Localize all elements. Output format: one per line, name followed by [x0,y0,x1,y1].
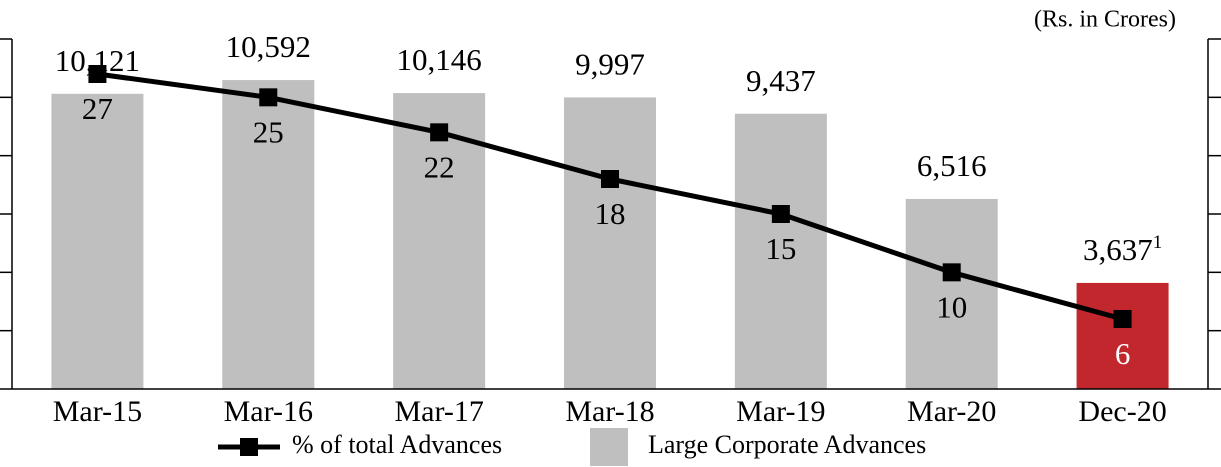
bar-value-text: 3,637 [1083,232,1153,267]
line-value-label: 15 [765,231,796,266]
bar [222,80,315,390]
unit-label: (Rs. in Crores) [1034,7,1176,33]
bar [564,97,656,389]
x-tick-label: Mar-16 [224,395,313,428]
bar-value-text: 10,146 [397,42,482,77]
line-value-label: 22 [424,149,455,184]
line-marker [430,123,449,142]
line-marker [601,170,619,188]
line-marker [1113,310,1132,328]
bar-value-text: 10,592 [226,29,311,64]
bar [51,93,144,389]
line-marker [771,205,790,223]
x-tick-label: Mar-15 [53,395,142,428]
bar [905,198,998,389]
legend-swatch [590,428,628,466]
bar-value-label: 9,437 [746,63,816,98]
line-value-label: 10 [936,289,967,324]
x-tick-label: Mar-17 [394,395,483,428]
bar-value-label: 9,997 [575,47,645,82]
x-tick-label: Mar-19 [736,395,825,428]
bar-value-text: 6,516 [917,148,987,183]
line-value-label: 25 [253,114,284,149]
bar [734,113,827,390]
x-tick-label: Mar-18 [565,395,654,428]
bar-value-text: 9,437 [746,63,816,98]
legend-marker [240,438,258,456]
line-marker [942,263,961,282]
legend-label: % of total Advances [292,430,502,459]
line-marker [259,88,278,107]
line-marker [88,65,107,83]
bar-value-label: 10,592 [226,29,311,64]
x-tick-label: Dec-20 [1078,395,1166,428]
legend-label: Large Corporate Advances [648,430,926,459]
bar-value-label: 6,516 [917,148,987,183]
x-tick-label: Mar-20 [907,395,996,428]
bar [1076,282,1169,389]
bar-value-text: 9,997 [575,47,645,82]
line-value-label: 6 [1115,336,1131,371]
line-value-label: 18 [595,196,626,231]
line-value-label: 27 [82,91,113,126]
bar-value-label: 3,6371 [1083,232,1162,267]
footnote-mark: 1 [1153,232,1163,253]
bar-value-label: 10,146 [397,42,482,77]
